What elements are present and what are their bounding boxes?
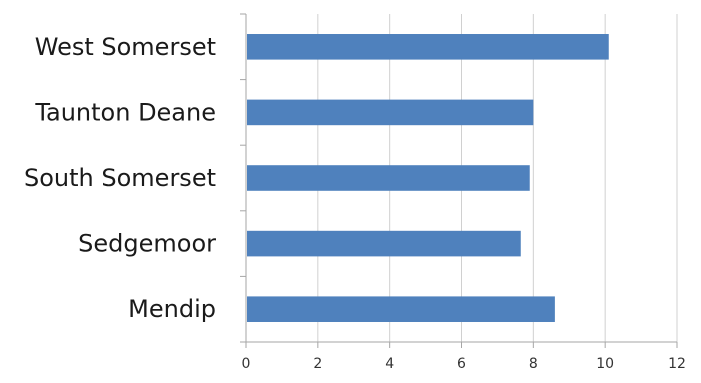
x-tick-label-10: 10 [596, 356, 614, 372]
category-labels: West Somerset Taunton Deane South Somerset… [24, 33, 216, 323]
category-label-south-somerset: South Somerset [24, 164, 216, 192]
x-tick-labels: 0 2 4 6 8 10 12 [242, 356, 686, 372]
category-label-west-somerset: West Somerset [35, 33, 216, 61]
bar-taunton-deane [247, 99, 534, 126]
x-tick-label-4: 4 [385, 356, 394, 372]
x-tick-label-0: 0 [242, 356, 251, 372]
axes [240, 13, 678, 348]
x-tick-label-12: 12 [668, 356, 686, 372]
category-label-sedgemoor: Sedgemoor [78, 230, 216, 258]
x-tick-label-8: 8 [529, 356, 538, 372]
bars [247, 34, 609, 322]
x-tick-label-6: 6 [457, 356, 466, 372]
bar-mendip [247, 296, 555, 322]
category-label-taunton-deane: Taunton Deane [34, 98, 216, 126]
x-tick-label-2: 2 [313, 356, 322, 372]
bar-south-somerset [247, 165, 530, 191]
category-label-mendip: Mendip [128, 295, 216, 323]
bar-west-somerset [247, 34, 609, 60]
bar-sedgemoor [247, 230, 521, 257]
